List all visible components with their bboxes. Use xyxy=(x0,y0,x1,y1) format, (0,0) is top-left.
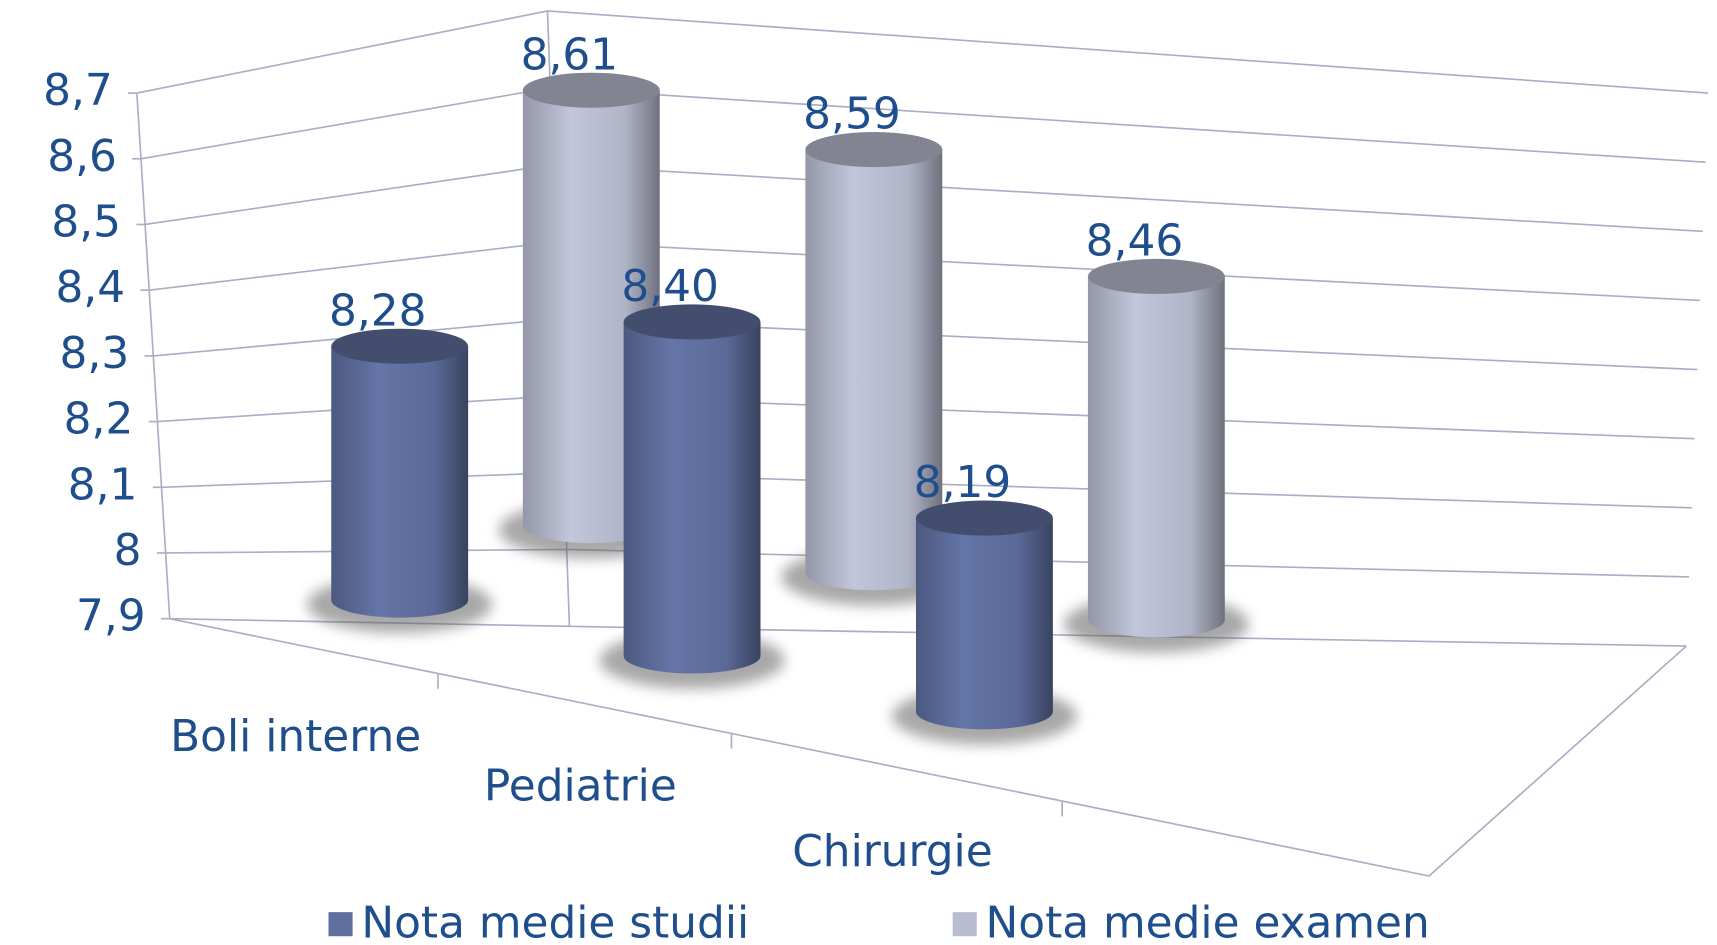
y-tick-label: 8,3 xyxy=(60,328,130,379)
y-tick-label: 8,7 xyxy=(43,65,113,116)
cylinder-top xyxy=(623,304,761,340)
cylinder xyxy=(1087,276,1225,638)
x-tick-label: Pediatrie xyxy=(484,760,677,811)
legend-label: Nota medie studii xyxy=(361,897,749,945)
cylinder-top xyxy=(522,72,660,108)
legend-swatch xyxy=(952,912,977,937)
grid-line xyxy=(136,10,1709,94)
value-label: 8,40 xyxy=(621,261,719,312)
value-label: 8,46 xyxy=(1086,216,1184,267)
marks: 8,61 8,59 8,46 8,28 8,40 8,19 xyxy=(307,29,1249,745)
value-label: 8,61 xyxy=(521,29,619,80)
y-tick-label: 8,6 xyxy=(47,131,117,182)
floor-edge xyxy=(169,617,1687,877)
value-label: 8,28 xyxy=(329,285,427,336)
cylinder xyxy=(805,149,943,591)
x-tick-label: Boli interne xyxy=(170,711,421,762)
cylinder xyxy=(915,518,1053,730)
cylinder-top xyxy=(805,132,943,168)
y-tick-label: 8,2 xyxy=(64,394,134,445)
cylinder-top xyxy=(331,328,469,364)
grid-line xyxy=(169,617,1687,647)
x-tick-label: Chirurgie xyxy=(792,826,992,877)
y-tick-label: 8,5 xyxy=(51,196,121,247)
y-tick-label: 8 xyxy=(114,525,142,576)
value-label: 8,19 xyxy=(914,457,1012,508)
cylinder xyxy=(331,346,469,618)
cylinder xyxy=(623,321,761,674)
y-tick-label: 7,9 xyxy=(76,591,146,642)
value-label: 8,59 xyxy=(803,89,901,140)
legend-label: Nota medie examen xyxy=(986,897,1430,945)
y-tick-label: 8,4 xyxy=(55,262,125,313)
cylinder-top xyxy=(1087,258,1225,294)
y-tick-label: 8,1 xyxy=(68,459,138,510)
cylinder-top xyxy=(915,500,1053,536)
legend-swatch xyxy=(328,912,353,937)
